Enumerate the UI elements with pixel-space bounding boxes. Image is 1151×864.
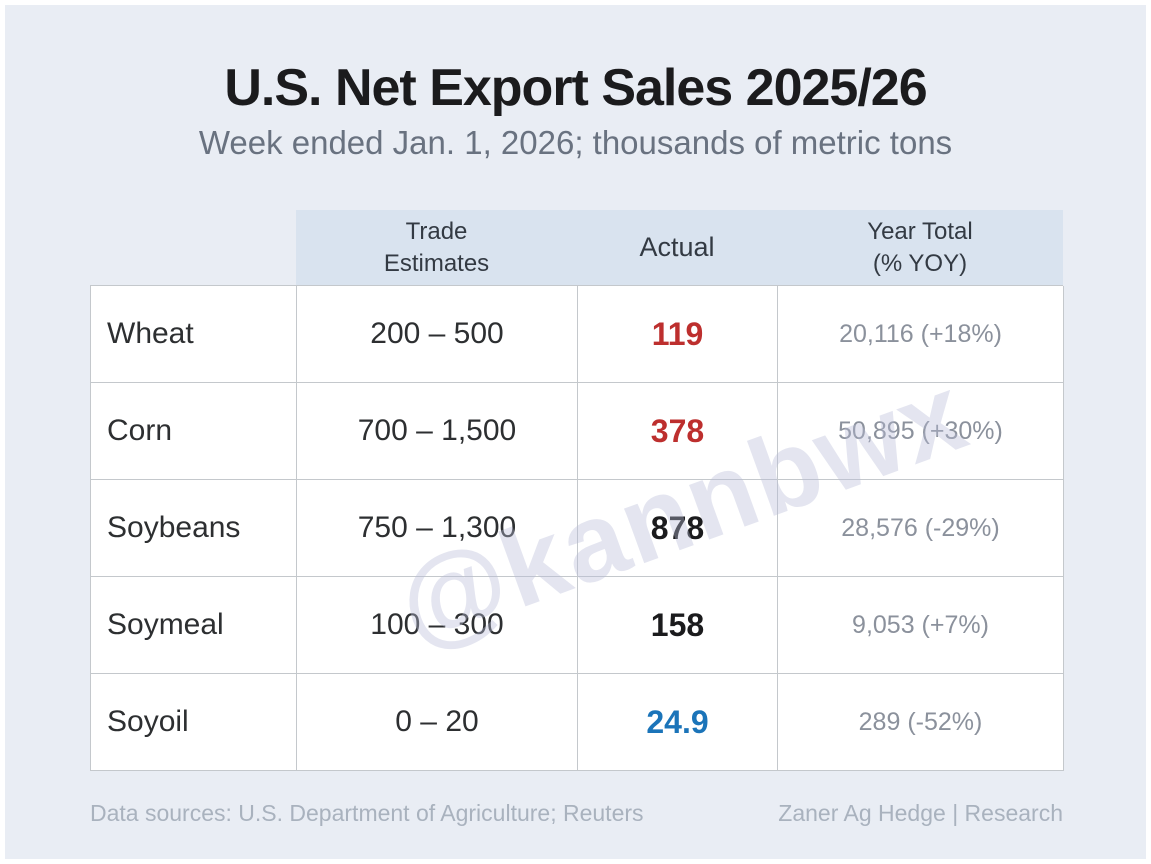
page-title: U.S. Net Export Sales 2025/26 bbox=[224, 59, 927, 117]
actual-value: 24.9 bbox=[578, 674, 778, 771]
commodity-label: Soymeal bbox=[91, 577, 297, 674]
trade-estimate-value: 200 – 500 bbox=[297, 286, 578, 383]
credit-note: Zaner Ag Hedge | Research bbox=[778, 800, 1063, 826]
year-total-value: 20,116 (+18%) bbox=[778, 286, 1064, 383]
column-header-year-total: Year Total (% YOY) bbox=[867, 218, 973, 277]
year-total-value: 50,895 (+30%) bbox=[778, 383, 1064, 480]
commodity-label: Corn bbox=[91, 383, 297, 480]
trade-estimate-value: 750 – 1,300 bbox=[297, 480, 578, 577]
year-total-value: 28,576 (-29%) bbox=[778, 480, 1064, 577]
commodity-label: Soyoil bbox=[91, 674, 297, 771]
actual-value: 378 bbox=[578, 383, 778, 480]
trade-estimate-value: 700 – 1,500 bbox=[297, 383, 578, 480]
data-sources-note: Data sources: U.S. Department of Agricul… bbox=[90, 800, 644, 826]
column-header-trade-estimates: Trade Estimates bbox=[383, 218, 490, 277]
year-total-value: 9,053 (+7%) bbox=[778, 577, 1064, 674]
year-total-value: 289 (-52%) bbox=[778, 674, 1064, 771]
table-body: Wheat 200 – 500 119 20,116 (+18%) Corn 7… bbox=[90, 285, 1064, 771]
trade-estimate-value: 100 – 300 bbox=[297, 577, 578, 674]
column-header-actual: Actual bbox=[639, 231, 715, 262]
trade-estimate-value: 0 – 20 bbox=[297, 674, 578, 771]
commodity-label: Soybeans bbox=[91, 480, 297, 577]
actual-value: 119 bbox=[578, 286, 778, 383]
actual-value: 878 bbox=[578, 480, 778, 577]
actual-value: 158 bbox=[578, 577, 778, 674]
table-header-row: Trade Estimates Actual Year Total (% YOY… bbox=[296, 210, 1063, 285]
commodity-label: Wheat bbox=[91, 286, 297, 383]
page-subtitle: Week ended Jan. 1, 2026; thousands of me… bbox=[198, 124, 953, 161]
